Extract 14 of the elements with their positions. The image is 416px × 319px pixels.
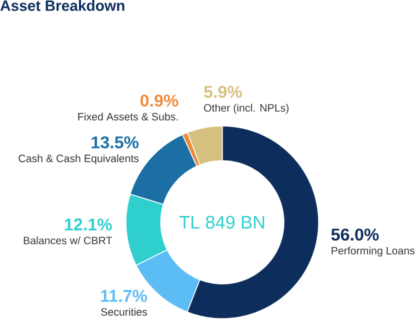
slice-label: Cash & Cash Equivalents [18,154,139,164]
slice-label: Fixed Assets & Subs. [78,112,178,120]
data-label: 5.9% [204,86,242,98]
data-label: 12.1% [65,218,112,230]
data-label: 11.7% [101,290,147,302]
chart-title: Asset Breakdown [0,0,124,11]
text: TL 849 BN [179,216,264,229]
slice-label: Balances w/ CBRT [24,236,112,244]
data-label: 0.9% [140,94,178,107]
slice-label: Performing Loans [332,246,415,257]
slice-label: Securities [101,308,148,316]
data-label: 56.0% [331,228,379,241]
data-label: 13.5% [92,136,139,148]
slice-label: Other (incl. NPLs) [204,104,289,114]
